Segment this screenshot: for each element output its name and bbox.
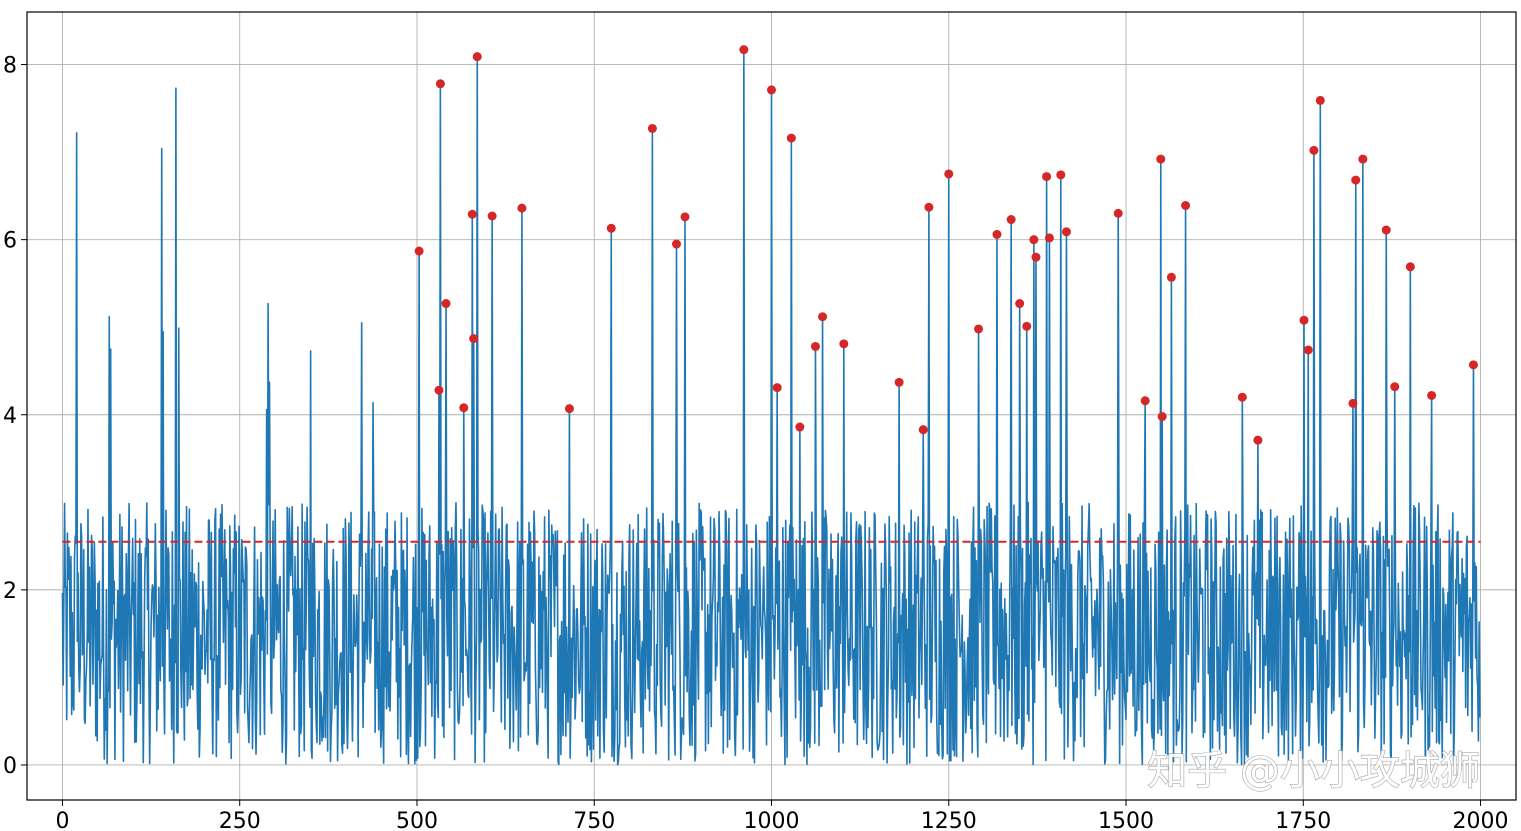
x-tick-label: 1500 (1098, 809, 1154, 831)
peak-marker (441, 299, 451, 309)
peak-marker (1042, 172, 1052, 182)
peak-marker (414, 246, 424, 256)
peak-marker (918, 425, 928, 435)
peak-marker (606, 223, 616, 233)
x-tick-label: 1000 (744, 809, 800, 831)
peak-marker (786, 133, 796, 143)
peak-marker (435, 79, 445, 89)
peak-marker (894, 377, 904, 387)
peak-marker (1061, 227, 1071, 237)
peak-marker (1405, 262, 1415, 272)
watermark-text: 知乎 @小小攻城狮 (1147, 748, 1480, 794)
peak-marker (1390, 382, 1400, 392)
peak-marker (467, 209, 477, 219)
peak-marker (1056, 170, 1066, 180)
peak-marker (1031, 252, 1041, 262)
x-axis-ticks: 0 250 500 750 1000 1250 1500 1750 2000 (55, 800, 1509, 831)
y-axis-ticks: 0 2 4 6 8 (3, 54, 27, 779)
peak-marker (1029, 235, 1039, 245)
peak-marker (564, 404, 574, 414)
peak-marker (1351, 175, 1361, 185)
peak-marker (1253, 435, 1263, 445)
peak-marker (767, 85, 776, 95)
peak-marker (647, 123, 657, 133)
peak-marker (1044, 233, 1054, 243)
x-tick-label: 1750 (1275, 809, 1331, 831)
peak-marker (818, 312, 828, 322)
peak-marker (1140, 396, 1150, 406)
peak-marker (1181, 200, 1191, 210)
peak-marker (1427, 390, 1437, 400)
peak-marker (680, 212, 690, 222)
peak-marker (974, 324, 984, 334)
peak-marker (795, 422, 805, 432)
y-tick-label: 6 (3, 229, 17, 254)
x-tick-label: 0 (55, 809, 69, 831)
y-tick-label: 8 (3, 54, 17, 79)
x-tick-label: 2000 (1453, 809, 1509, 831)
peak-marker (839, 339, 849, 349)
x-tick-label: 250 (219, 809, 261, 831)
y-tick-label: 0 (3, 754, 17, 779)
y-tick-label: 2 (3, 579, 17, 604)
x-tick-label: 1250 (921, 809, 977, 831)
peak-marker (1015, 299, 1025, 309)
x-tick-label: 500 (396, 809, 438, 831)
peak-marker (1156, 154, 1166, 164)
peak-marker (1468, 360, 1478, 370)
peak-marker (944, 169, 954, 179)
peak-marker (1237, 392, 1247, 402)
peak-marker (810, 341, 820, 351)
peak-marker (1381, 225, 1391, 235)
peak-marker (992, 229, 1002, 239)
peak-marker (1299, 315, 1309, 325)
peak-marker (1315, 95, 1325, 105)
peak-marker (1022, 321, 1032, 331)
peak-marker (1166, 272, 1176, 282)
x-tick-label: 750 (573, 809, 615, 831)
peak-marker (472, 52, 482, 62)
peak-marker (517, 203, 527, 213)
peak-marker (671, 239, 681, 249)
peak-marker (469, 334, 479, 344)
peak-marker (739, 45, 749, 55)
peak-marker (1113, 208, 1123, 218)
series-line-signal (61, 48, 1481, 766)
peak-marker (1157, 412, 1167, 422)
peak-marker (459, 403, 469, 413)
peak-marker (772, 383, 782, 393)
peak-marker (1006, 215, 1016, 225)
peak-marker (924, 202, 934, 212)
peak-marker (434, 385, 444, 395)
peak-marker (1309, 145, 1319, 155)
series-layer (61, 48, 1481, 766)
y-tick-label: 4 (3, 404, 17, 429)
peak-marker (1348, 398, 1358, 408)
marker-layer (414, 45, 1478, 445)
peak-marker (1303, 345, 1313, 355)
peak-marker (487, 211, 497, 221)
peak-marker (1358, 154, 1368, 164)
